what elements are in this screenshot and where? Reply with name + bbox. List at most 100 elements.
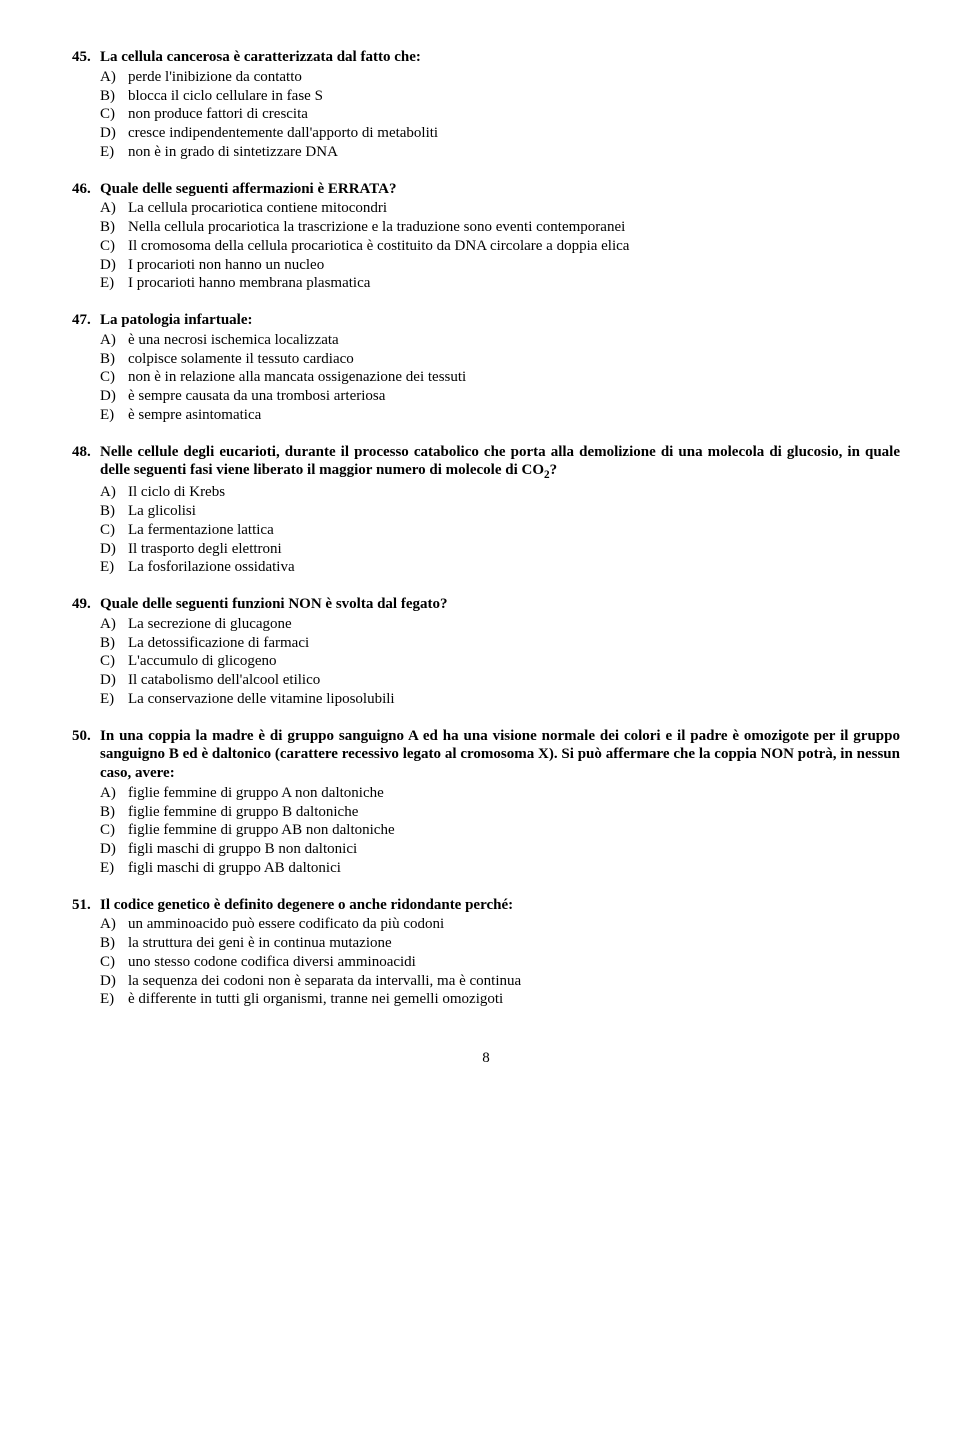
- option-letter: B): [100, 502, 128, 521]
- option-letter: B): [100, 934, 128, 953]
- option: C)uno stesso codone codifica diversi amm…: [72, 953, 900, 972]
- option: E)La conservazione delle vitamine liposo…: [72, 690, 900, 709]
- option-text: Il ciclo di Krebs: [128, 483, 900, 502]
- option-text: L'accumulo di glicogeno: [128, 652, 900, 671]
- option-text: un amminoacido può essere codificato da …: [128, 915, 900, 934]
- option-text: La conservazione delle vitamine liposolu…: [128, 690, 900, 709]
- option: E)I procarioti hanno membrana plasmatica: [72, 274, 900, 293]
- question-head: 49.Quale delle seguenti funzioni NON è s…: [72, 595, 900, 614]
- question: 49.Quale delle seguenti funzioni NON è s…: [72, 595, 900, 709]
- option: D)Il trasporto degli elettroni: [72, 540, 900, 559]
- option: C)figlie femmine di gruppo AB non dalton…: [72, 821, 900, 840]
- option: A)Il ciclo di Krebs: [72, 483, 900, 502]
- option-letter: C): [100, 105, 128, 124]
- question-text: Nelle cellule degli eucarioti, durante i…: [100, 443, 900, 483]
- option-text: La fermentazione lattica: [128, 521, 900, 540]
- option: A)figlie femmine di gruppo A non daltoni…: [72, 784, 900, 803]
- option-letter: D): [100, 124, 128, 143]
- option-letter: C): [100, 652, 128, 671]
- option: D)è sempre causata da una trombosi arter…: [72, 387, 900, 406]
- option: C)La fermentazione lattica: [72, 521, 900, 540]
- option-letter: A): [100, 483, 128, 502]
- options-list: A)Il ciclo di KrebsB)La glicolisiC)La fe…: [72, 483, 900, 577]
- question: 50.In una coppia la madre è di gruppo sa…: [72, 727, 900, 878]
- options-list: A)un amminoacido può essere codificato d…: [72, 915, 900, 1009]
- option-text: I procarioti non hanno un nucleo: [128, 256, 900, 275]
- question-number: 49.: [72, 595, 100, 614]
- option: E)La fosforilazione ossidativa: [72, 558, 900, 577]
- option-letter: C): [100, 521, 128, 540]
- option-letter: D): [100, 256, 128, 275]
- options-list: A)La secrezione di glucagoneB)La detossi…: [72, 615, 900, 709]
- option: A)è una necrosi ischemica localizzata: [72, 331, 900, 350]
- option: C)Il cromosoma della cellula procariotic…: [72, 237, 900, 256]
- option-text: è sempre causata da una trombosi arterio…: [128, 387, 900, 406]
- option-text: è una necrosi ischemica localizzata: [128, 331, 900, 350]
- option-letter: E): [100, 143, 128, 162]
- question-number: 47.: [72, 311, 100, 330]
- option: D)Il catabolismo dell'alcool etilico: [72, 671, 900, 690]
- option: E)non è in grado di sintetizzare DNA: [72, 143, 900, 162]
- option: B)figlie femmine di gruppo B daltoniche: [72, 803, 900, 822]
- option: E)è sempre asintomatica: [72, 406, 900, 425]
- option-text: è sempre asintomatica: [128, 406, 900, 425]
- option: A)perde l'inibizione da contatto: [72, 68, 900, 87]
- option-letter: A): [100, 68, 128, 87]
- option-letter: A): [100, 784, 128, 803]
- option: D)I procarioti non hanno un nucleo: [72, 256, 900, 275]
- option: A)La secrezione di glucagone: [72, 615, 900, 634]
- option-text: Il catabolismo dell'alcool etilico: [128, 671, 900, 690]
- option-letter: B): [100, 803, 128, 822]
- option: E)figli maschi di gruppo AB daltonici: [72, 859, 900, 878]
- option-letter: A): [100, 331, 128, 350]
- option-letter: B): [100, 350, 128, 369]
- option-text: non è in grado di sintetizzare DNA: [128, 143, 900, 162]
- option: E)è differente in tutti gli organismi, t…: [72, 990, 900, 1009]
- option: D)cresce indipendentemente dall'apporto …: [72, 124, 900, 143]
- options-list: A)La cellula procariotica contiene mitoc…: [72, 199, 900, 293]
- option-text: colpisce solamente il tessuto cardiaco: [128, 350, 900, 369]
- option: A)un amminoacido può essere codificato d…: [72, 915, 900, 934]
- option-text: Il cromosoma della cellula procariotica …: [128, 237, 900, 256]
- option: C)L'accumulo di glicogeno: [72, 652, 900, 671]
- question-number: 46.: [72, 180, 100, 199]
- option-letter: E): [100, 990, 128, 1009]
- question-number: 51.: [72, 896, 100, 915]
- option-letter: B): [100, 634, 128, 653]
- option-text: figlie femmine di gruppo B daltoniche: [128, 803, 900, 822]
- option: A)La cellula procariotica contiene mitoc…: [72, 199, 900, 218]
- option: C)non produce fattori di crescita: [72, 105, 900, 124]
- questions-container: 45.La cellula cancerosa è caratterizzata…: [72, 48, 900, 1009]
- option: D)la sequenza dei codoni non è separata …: [72, 972, 900, 991]
- question-head: 50.In una coppia la madre è di gruppo sa…: [72, 727, 900, 783]
- option-letter: A): [100, 615, 128, 634]
- question-head: 46.Quale delle seguenti affermazioni è E…: [72, 180, 900, 199]
- option-text: cresce indipendentemente dall'apporto di…: [128, 124, 900, 143]
- question: 45.La cellula cancerosa è caratterizzata…: [72, 48, 900, 162]
- option-text: I procarioti hanno membrana plasmatica: [128, 274, 900, 293]
- question-number: 48.: [72, 443, 100, 462]
- question: 46.Quale delle seguenti affermazioni è E…: [72, 180, 900, 294]
- option-letter: D): [100, 540, 128, 559]
- option-text: La cellula procariotica contiene mitocon…: [128, 199, 900, 218]
- question-text: Quale delle seguenti funzioni NON è svol…: [100, 595, 900, 614]
- option-text: la struttura dei geni è in continua muta…: [128, 934, 900, 953]
- option-letter: E): [100, 274, 128, 293]
- option: B)colpisce solamente il tessuto cardiaco: [72, 350, 900, 369]
- option-letter: D): [100, 387, 128, 406]
- option-letter: C): [100, 237, 128, 256]
- page-number: 8: [72, 1049, 900, 1068]
- option-letter: A): [100, 199, 128, 218]
- question-head: 51.Il codice genetico è definito degener…: [72, 896, 900, 915]
- question: 51.Il codice genetico è definito degener…: [72, 896, 900, 1010]
- option-letter: E): [100, 558, 128, 577]
- option-letter: C): [100, 821, 128, 840]
- question-text: La cellula cancerosa è caratterizzata da…: [100, 48, 900, 67]
- option: B)blocca il ciclo cellulare in fase S: [72, 87, 900, 106]
- option-letter: E): [100, 690, 128, 709]
- option-text: figlie femmine di gruppo A non daltonich…: [128, 784, 900, 803]
- option-text: La glicolisi: [128, 502, 900, 521]
- option-letter: C): [100, 953, 128, 972]
- option-letter: C): [100, 368, 128, 387]
- options-list: A)figlie femmine di gruppo A non daltoni…: [72, 784, 900, 878]
